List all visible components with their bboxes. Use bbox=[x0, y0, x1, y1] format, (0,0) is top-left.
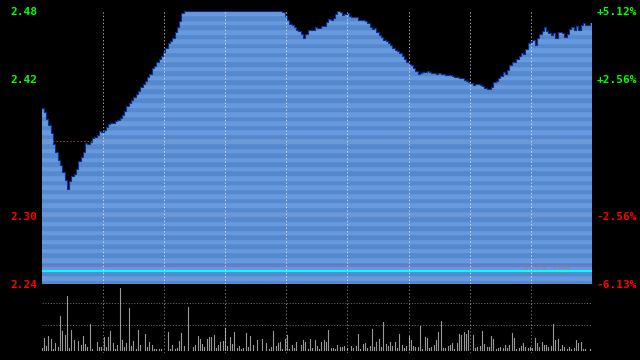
Bar bbox=[42, 211, 592, 216]
Bar bbox=[42, 75, 592, 79]
Bar bbox=[42, 11, 592, 15]
Bar bbox=[42, 84, 592, 88]
Bar bbox=[42, 93, 592, 98]
Bar bbox=[42, 57, 592, 61]
Bar bbox=[42, 107, 592, 111]
Bar bbox=[42, 184, 592, 189]
Bar bbox=[42, 234, 592, 239]
Bar bbox=[42, 47, 592, 52]
Bar bbox=[42, 239, 592, 243]
Bar bbox=[42, 52, 592, 57]
Bar bbox=[42, 139, 592, 143]
Polygon shape bbox=[42, 11, 592, 189]
Bar bbox=[42, 207, 592, 211]
Bar bbox=[42, 170, 592, 175]
Bar bbox=[42, 88, 592, 93]
Bar bbox=[42, 111, 592, 116]
Bar bbox=[42, 166, 592, 170]
Bar bbox=[42, 225, 592, 230]
Bar bbox=[42, 33, 592, 38]
Bar bbox=[42, 98, 592, 102]
Bar bbox=[42, 152, 592, 157]
Bar bbox=[42, 252, 592, 257]
Bar bbox=[42, 280, 592, 284]
Bar bbox=[42, 120, 592, 125]
Bar bbox=[42, 161, 592, 166]
Bar bbox=[42, 29, 592, 33]
Bar bbox=[42, 116, 592, 120]
Bar bbox=[42, 79, 592, 84]
Bar bbox=[42, 275, 592, 280]
Bar bbox=[42, 66, 592, 70]
Bar bbox=[42, 143, 592, 148]
Bar bbox=[42, 189, 592, 193]
Bar bbox=[42, 20, 592, 24]
Bar bbox=[42, 61, 592, 66]
Bar bbox=[42, 180, 592, 184]
Bar bbox=[42, 216, 592, 221]
Bar bbox=[42, 102, 592, 107]
Bar bbox=[42, 230, 592, 234]
Bar bbox=[42, 257, 592, 262]
Bar bbox=[42, 266, 592, 271]
Bar bbox=[42, 175, 592, 180]
Bar bbox=[42, 43, 592, 47]
Bar bbox=[42, 148, 592, 152]
Bar bbox=[42, 134, 592, 139]
Bar bbox=[42, 129, 592, 134]
Bar bbox=[42, 221, 592, 225]
Bar bbox=[42, 125, 592, 129]
Bar bbox=[42, 24, 592, 29]
Text: sina.com: sina.com bbox=[523, 265, 570, 275]
Bar bbox=[42, 38, 592, 43]
Bar bbox=[42, 157, 592, 161]
Bar bbox=[42, 202, 592, 207]
Bar bbox=[42, 248, 592, 252]
Bar bbox=[42, 15, 592, 20]
Bar bbox=[42, 243, 592, 248]
Bar bbox=[42, 193, 592, 198]
Bar bbox=[42, 262, 592, 266]
Bar bbox=[42, 271, 592, 275]
Bar bbox=[42, 70, 592, 75]
Bar bbox=[42, 198, 592, 202]
